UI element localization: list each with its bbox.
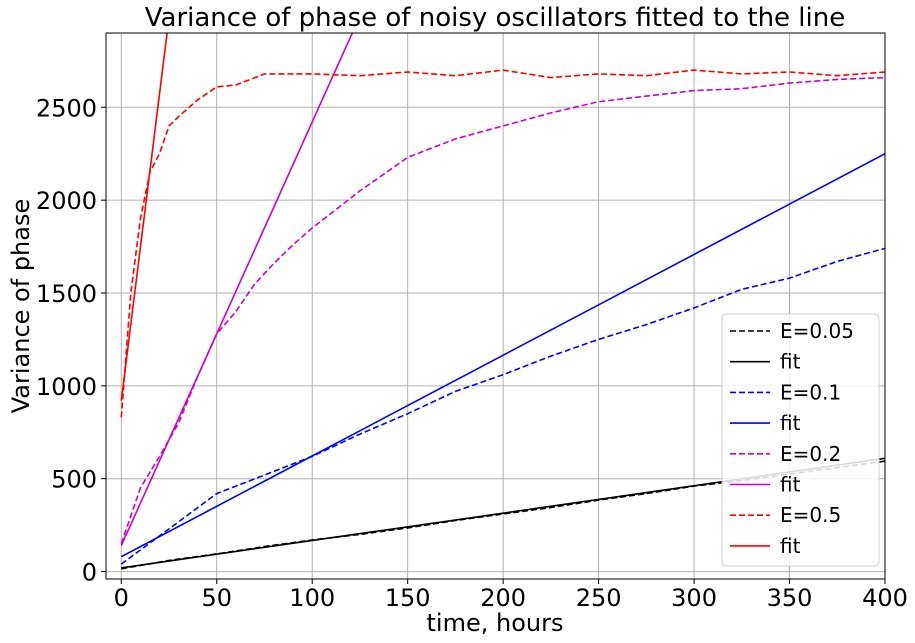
legend-label: E=0.2 xyxy=(780,442,841,466)
series-line-fit-7 xyxy=(120,33,168,401)
series-line-fit-5 xyxy=(120,33,354,546)
legend-label: fit xyxy=(780,350,801,374)
legend-label: E=0.5 xyxy=(780,503,841,527)
legend-label: E=0.1 xyxy=(780,380,841,404)
x-tick-label: 400 xyxy=(862,584,908,612)
chart-title: Variance of phase of noisy oscillators f… xyxy=(145,3,845,33)
y-tick-label: 0 xyxy=(82,559,97,587)
x-tick-label: 100 xyxy=(289,584,335,612)
x-tick-label: 300 xyxy=(671,584,717,612)
legend: E=0.05 fit E=0.1 fit E=0.2 fit E=0.5 fit xyxy=(721,313,880,567)
x-axis-label: time, hours xyxy=(427,609,564,637)
grid xyxy=(106,33,886,579)
x-tick-label: 0 xyxy=(114,584,129,612)
y-tick-label: 1000 xyxy=(36,373,97,401)
series-line-data-2 xyxy=(120,247,885,565)
x-tick-label: 250 xyxy=(576,584,622,612)
legend-box xyxy=(721,313,880,567)
y-tick-label: 500 xyxy=(51,466,97,494)
series-line-data-6 xyxy=(120,69,885,418)
y-tick-label: 2500 xyxy=(36,94,97,122)
x-tick-label: 150 xyxy=(385,584,431,612)
y-axis-label: Variance of phase xyxy=(7,199,35,414)
y-tick-label: 2000 xyxy=(36,187,97,215)
x-tick-label: 200 xyxy=(480,584,526,612)
legend-label: fit xyxy=(780,473,801,497)
ticks: 0 50 100 150 200 250 300 350 400 0 500 1000 1500 2000… xyxy=(36,94,908,612)
x-tick-label: 50 xyxy=(201,584,232,612)
legend-label: fit xyxy=(780,534,801,558)
series-line-fit-3 xyxy=(120,152,885,558)
legend-label: E=0.05 xyxy=(780,319,854,343)
y-tick-label: 1500 xyxy=(36,280,97,308)
plot-frame xyxy=(105,32,886,580)
x-tick-label: 350 xyxy=(767,584,813,612)
legend-label: fit xyxy=(780,411,801,435)
